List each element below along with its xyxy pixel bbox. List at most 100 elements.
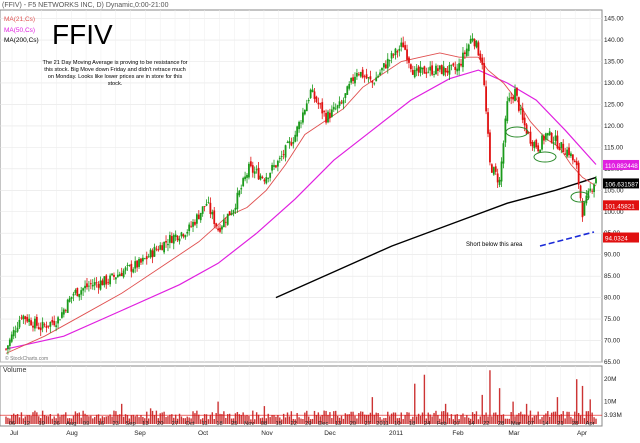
volume-bar	[502, 414, 505, 424]
price-bar	[45, 325, 48, 328]
price-bar	[307, 99, 310, 102]
volume-bar	[252, 410, 254, 424]
volume-bar	[550, 412, 553, 424]
volume-bar	[124, 414, 127, 424]
price-bar	[496, 173, 499, 183]
price-bar	[467, 44, 470, 52]
volume-bar	[194, 413, 196, 424]
volume-bar	[178, 413, 181, 424]
volume-tick-label: 10M	[604, 399, 616, 406]
price-bar	[290, 142, 293, 146]
price-bar	[585, 195, 588, 204]
price-bar	[246, 174, 248, 178]
month-label: Apr	[577, 430, 588, 437]
price-bar	[302, 112, 304, 123]
annotation-line: The 21 Day Moving Average is proving to …	[42, 60, 187, 66]
volume-bar	[500, 415, 503, 424]
price-bar	[115, 277, 117, 280]
value-box	[603, 178, 639, 189]
price-bar	[70, 296, 73, 299]
price-bar	[469, 38, 472, 44]
price-bar	[400, 42, 403, 47]
price-bar	[276, 160, 279, 167]
volume-bar	[479, 416, 482, 424]
volume-bar	[346, 414, 348, 424]
value-box-label: 101.45821	[605, 203, 635, 210]
price-bar	[66, 299, 69, 313]
price-bar	[390, 53, 393, 59]
price-bar	[55, 325, 58, 327]
volume-bar	[184, 418, 187, 424]
volume-bar	[535, 415, 537, 424]
price-bar	[84, 285, 86, 289]
volume-bar	[205, 414, 208, 424]
volume-bar	[356, 418, 358, 424]
price-bar	[383, 63, 385, 68]
volume-bar	[132, 414, 134, 424]
price-bar	[510, 97, 513, 99]
volume-bar	[498, 388, 501, 424]
price-bar	[172, 235, 175, 244]
moving-averages	[5, 52, 597, 354]
volume-bar	[153, 415, 156, 424]
price-bar	[170, 236, 173, 243]
volume-bar	[30, 415, 32, 424]
price-bar	[377, 75, 380, 78]
x-tick-label: 23	[113, 421, 119, 427]
volume-bar	[404, 415, 406, 424]
price-bar	[498, 179, 501, 185]
month-label: Jul	[10, 430, 19, 437]
y-tick-label: 75.00	[604, 316, 620, 323]
price-bar	[234, 207, 237, 210]
volume-bar	[24, 416, 26, 424]
month-label: Oct	[198, 430, 208, 437]
price-bar	[305, 103, 308, 112]
volume-bar	[433, 412, 435, 424]
price-bar	[182, 234, 185, 237]
price-bar	[330, 109, 333, 117]
volume-bar	[34, 410, 36, 424]
month-label: Mar	[508, 430, 520, 437]
price-bar	[147, 256, 150, 258]
x-tick-label: Nov	[244, 421, 254, 427]
price-bar	[155, 248, 158, 250]
y-tick-label: 140.00	[604, 37, 624, 44]
volume-bar	[491, 416, 493, 424]
price-bar	[72, 293, 75, 296]
volume-bar	[531, 417, 534, 424]
volume-bar	[117, 414, 119, 424]
y-tick-label: 80.00	[604, 295, 620, 302]
volume-bar	[49, 414, 52, 424]
ma200-line	[275, 176, 597, 299]
volume-bar	[92, 418, 94, 424]
volume-bar	[259, 418, 262, 424]
volume-bar	[462, 413, 464, 424]
y-tick-label: 85.00	[604, 273, 620, 280]
price-bar	[192, 221, 194, 227]
volume-bar	[128, 418, 131, 424]
volume-bar	[408, 412, 410, 424]
price-bar	[471, 38, 474, 41]
price-bar	[298, 121, 300, 130]
volume-bar	[171, 414, 173, 424]
month-label: Dec	[324, 430, 336, 437]
x-tick-label: 19	[38, 421, 44, 427]
price-bar	[199, 212, 202, 221]
price-bar	[521, 108, 524, 120]
price-bar	[232, 210, 235, 214]
volume-bar	[523, 414, 526, 424]
price-bar	[138, 258, 140, 267]
volume-bar	[556, 397, 559, 424]
price-bar	[483, 63, 486, 85]
volume-bar	[568, 411, 570, 424]
volume-bar	[254, 419, 256, 424]
price-bar	[350, 77, 353, 83]
price-bar	[39, 327, 42, 331]
volume-bar	[394, 412, 397, 424]
volume-bar	[103, 417, 106, 424]
price-bar	[386, 58, 389, 69]
price-bar	[334, 108, 337, 110]
volume-bar	[506, 418, 509, 424]
x-tick-label: 10	[394, 421, 400, 427]
price-bar	[319, 103, 322, 105]
